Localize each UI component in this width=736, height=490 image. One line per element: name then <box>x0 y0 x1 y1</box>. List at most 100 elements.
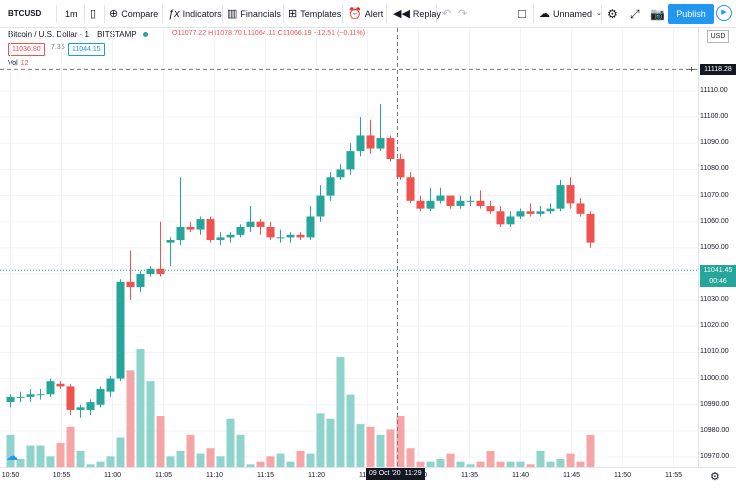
candle-body <box>276 237 285 239</box>
time-tick-label: 11:40 <box>512 472 529 479</box>
expand-icon: ⤢ <box>630 7 640 21</box>
crosshair-add-icon: + <box>689 64 694 74</box>
bar-chart-icon: ▥ <box>227 8 238 20</box>
volume-bar <box>106 456 115 467</box>
indicators-button[interactable]: ƒx Indicators <box>168 4 222 24</box>
redo-button[interactable]: ↷ <box>458 4 470 24</box>
redo-icon: ↷ <box>458 8 468 20</box>
candle-body <box>136 274 145 288</box>
candle-body <box>216 237 225 241</box>
currency-label[interactable]: USD <box>707 30 729 43</box>
candle-body <box>256 221 265 227</box>
layout-name-button[interactable]: ☁ Unnamed ⌄ <box>539 4 605 24</box>
undo-button[interactable]: ↶ <box>442 4 454 24</box>
sell-price-box[interactable]: 11036.80 <box>8 43 45 56</box>
price-tick-label: 11030.00 <box>700 296 729 304</box>
cloud-save-icon[interactable]: ☁ <box>6 449 18 463</box>
candle-body <box>306 216 315 238</box>
toolbar-divider <box>104 5 105 23</box>
candle-body <box>126 281 135 288</box>
compare-label: Compare <box>121 9 159 19</box>
price-tick-label: 11050.00 <box>700 243 729 251</box>
interval-button[interactable]: 1m <box>65 9 78 19</box>
time-tick-label: 10:55 <box>52 472 71 479</box>
crosshair-time-label: 09 Oct '20 11:29 <box>366 468 425 480</box>
candle-body <box>526 211 535 214</box>
toolbar-divider <box>342 5 343 23</box>
candle-body <box>416 200 425 209</box>
high-value: H11078.70 <box>208 30 242 37</box>
candle-body <box>446 195 455 207</box>
financials-button[interactable]: ▥ Financials <box>227 4 281 24</box>
templates-button[interactable]: ⊞ Templates <box>288 4 341 24</box>
volume-bar <box>36 445 45 467</box>
volume-bar <box>416 461 425 467</box>
replay-button[interactable]: ◀◀ Replay <box>393 4 441 24</box>
publish-button[interactable]: Publish <box>668 4 714 24</box>
play-icon[interactable]: ▶ <box>716 5 732 21</box>
price-tick-label: 11060.00 <box>700 217 729 225</box>
time-tick-label: 10:50 <box>1 472 20 479</box>
price-chart[interactable]: + <box>0 28 736 468</box>
symbol-search-button[interactable]: BTCUSD <box>8 9 42 18</box>
spread-value: 7.35 <box>51 44 65 51</box>
price-tick-label: 11090.00 <box>700 139 729 147</box>
price-tick-label: 11100.00 <box>700 113 729 121</box>
close-value: C11066.19 <box>277 30 312 37</box>
price-tick-label: 11110.00 <box>700 87 728 94</box>
snapshot-button[interactable]: 📷 <box>650 4 668 24</box>
candle-body <box>106 378 115 392</box>
candle-body <box>556 185 565 209</box>
candle-body <box>116 281 125 379</box>
buy-price-box[interactable]: 11044.15 <box>68 43 105 56</box>
ohlc-values: O11077.22 H11078.70 L11064.11 C11066.19 … <box>172 30 365 37</box>
volume-bar <box>206 448 215 467</box>
candle-body <box>286 234 295 238</box>
volume-bar <box>46 456 55 467</box>
candle-body <box>546 208 555 212</box>
compare-button[interactable]: ⊕ Compare <box>109 4 158 24</box>
volume-bar <box>246 464 255 467</box>
templates-label: Templates <box>300 9 342 19</box>
candle-body <box>66 386 75 410</box>
fullscreen-button[interactable]: ⤢ <box>630 4 643 24</box>
price-tick-label: 10980.00 <box>700 426 730 434</box>
candle-body <box>406 177 415 201</box>
templates-icon: ⊞ <box>288 8 298 20</box>
candle-body <box>16 396 25 398</box>
time-tick-label: 11:50 <box>614 472 631 479</box>
candles-icon: ▯ <box>90 8 97 20</box>
time-tick-label: 11:20 <box>308 472 325 479</box>
candle-body <box>236 226 245 235</box>
settings-button[interactable]: ⚙ <box>607 4 621 24</box>
candle-body <box>166 240 175 243</box>
volume-bar <box>6 434 15 467</box>
volume-bar <box>456 461 465 467</box>
change-value: −12.51 (−0.11%) <box>313 30 366 37</box>
volume-bar <box>576 461 585 467</box>
candle-body <box>386 138 395 159</box>
open-value: O11077.22 <box>172 30 207 37</box>
candle-body <box>76 407 85 410</box>
price-tick-label: 11010.00 <box>700 348 729 356</box>
time-tick-label: 11:10 <box>206 472 223 479</box>
axis-settings-icon[interactable]: ⚙ <box>710 471 720 483</box>
volume-bar <box>256 461 265 467</box>
volume-bar <box>126 370 135 467</box>
volume-bar <box>406 448 415 467</box>
volume-bar <box>276 453 285 467</box>
volume-legend: Vol 12 <box>8 60 29 67</box>
price-tick-label: 11080.00 <box>700 165 729 173</box>
chart-type-button[interactable]: ▯ <box>90 4 99 24</box>
candle-body <box>566 185 575 204</box>
volume-bar <box>516 461 525 467</box>
exchange-label: BITSTAMP <box>97 30 137 39</box>
volume-bar <box>76 450 85 467</box>
candle-body <box>206 219 215 241</box>
crosshair-price-label: 11118.28 <box>700 64 736 75</box>
alert-button[interactable]: ⏰ Alert <box>348 4 383 24</box>
volume-bar <box>136 348 145 467</box>
candle-body <box>196 219 205 230</box>
volume-bar <box>566 453 575 467</box>
fullscreen-layout-button[interactable]: □ <box>518 4 529 24</box>
